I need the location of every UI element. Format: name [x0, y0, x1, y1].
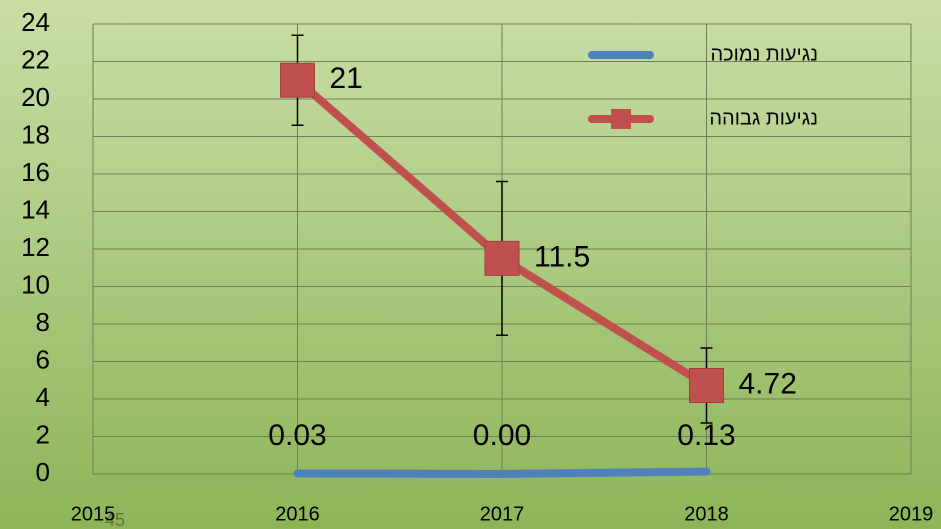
y-tick-label: 0 — [36, 457, 50, 487]
y-tick-label: 4 — [36, 382, 50, 412]
y-tick-label: 8 — [36, 307, 50, 337]
data-label: 11.5 — [534, 240, 590, 273]
y-tick-label: 22 — [21, 44, 50, 74]
data-label: 4.72 — [739, 367, 797, 400]
y-tick-label: 14 — [21, 194, 50, 224]
data-label: 0.03 — [268, 419, 326, 452]
x-tick-label: 2018 — [684, 503, 729, 525]
x-tick-label: 2015 — [71, 503, 116, 525]
data-label: 21 — [330, 62, 363, 95]
y-tick-label: 20 — [21, 82, 50, 112]
y-tick-label: 24 — [21, 7, 50, 37]
data-label: 0.00 — [473, 419, 531, 452]
marker — [689, 368, 724, 403]
x-tick-label: 2016 — [275, 503, 320, 525]
legend-marker — [611, 109, 631, 129]
legend-label: נגיעות גבוהה — [709, 107, 818, 129]
data-label: 0.13 — [677, 419, 735, 452]
y-tick-label: 6 — [36, 344, 50, 374]
y-tick-label: 10 — [21, 269, 50, 299]
x-tick-label: 2019 — [889, 503, 934, 525]
y-tick-label: 18 — [21, 119, 50, 149]
y-tick-label: 2 — [36, 419, 50, 449]
x-tick-label: 2017 — [480, 503, 525, 525]
legend-label: נגיעות נמוכה — [710, 43, 818, 65]
page-number: 45 — [105, 510, 125, 529]
marker — [280, 62, 315, 98]
series-line — [293, 467, 711, 478]
y-tick-label: 16 — [21, 157, 50, 187]
y-tick-label: 12 — [21, 232, 50, 262]
marker — [484, 240, 520, 276]
